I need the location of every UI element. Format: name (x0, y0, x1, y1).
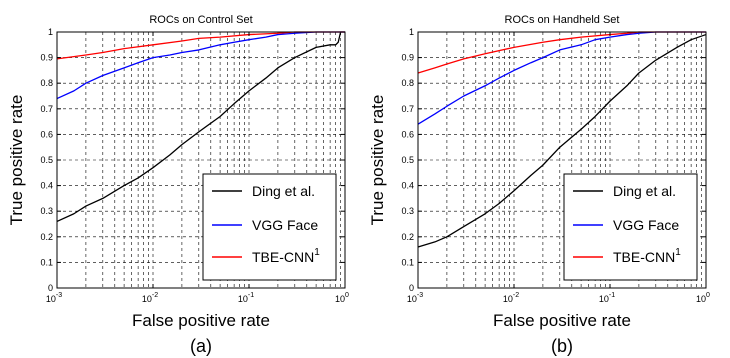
y-tick-label: 0.3 (40, 206, 53, 216)
y-tick-label: 0.7 (401, 104, 414, 114)
x-tick-label: 10-3 (46, 292, 62, 304)
x-tick-label: 10-2 (142, 292, 158, 304)
y-tick-label: 0.8 (401, 78, 414, 88)
chart-panel-1: 10-3 10-2 10-1 100 0 0.1 0.2 0.3 0.4 0.5 0.6 0.7 0.8… (7, 14, 349, 356)
x-tick-label: 10-2 (503, 292, 519, 304)
y-tick-label: 0 (48, 283, 53, 293)
legend-label: Ding et al. (613, 183, 676, 199)
series-line-1 (56, 31, 345, 223)
panel-caption: (a) (190, 336, 212, 356)
y-tick-label: 0.1 (401, 257, 414, 267)
x-axis-label: False positive rate (132, 311, 270, 330)
x-tick-label: 10-1 (238, 292, 254, 304)
legend-label: VGG Face (613, 217, 679, 233)
legend: Ding et al. VGG Face TBE-CNN1 (563, 173, 698, 281)
y-tick-label: 0.4 (40, 181, 53, 191)
y-tick-label: 0 (409, 283, 414, 293)
grid (57, 32, 345, 288)
panel-caption: (b) (551, 336, 573, 356)
series-line-1 (417, 33, 707, 248)
y-tick-label: 0.9 (40, 53, 53, 63)
y-tick-label: 0.2 (40, 232, 53, 242)
y-axis-label: True positive rate (368, 95, 387, 226)
series-line-3 (417, 31, 706, 74)
y-tick-label: 0.6 (401, 129, 414, 139)
legend: Ding et al. VGG Face TBE-CNN1 (202, 173, 337, 281)
y-axis-label: True positive rate (7, 95, 26, 226)
y-tick-label: 0.5 (40, 155, 53, 165)
y-tick-label: 0.3 (401, 206, 414, 216)
legend-label: VGG Face (252, 217, 318, 233)
y-tick-label: 0.6 (40, 129, 53, 139)
y-tick-label: 0.2 (401, 232, 414, 242)
y-tick-label: 0.1 (40, 257, 53, 267)
x-tick-label: 100 (335, 292, 349, 304)
y-tick-label: 0.4 (401, 181, 414, 191)
y-tick-label: 0.8 (40, 78, 53, 88)
x-axis-label: False positive rate (493, 311, 631, 330)
y-tick-label: 1 (409, 27, 414, 37)
y-tick-label: 0.7 (40, 104, 53, 114)
y-tick-label: 0.5 (401, 155, 414, 165)
series-line-2 (417, 31, 706, 125)
chart-title: ROCs on Handheld Set (505, 14, 620, 26)
grid (418, 32, 706, 288)
x-tick-label: 10-3 (407, 292, 423, 304)
y-tick-label: 1 (48, 27, 53, 37)
legend-label: TBE-CNN1 (613, 247, 681, 265)
legend-label: TBE-CNN1 (252, 247, 320, 265)
x-tick-label: 10-1 (599, 292, 615, 304)
y-tick-label: 0.9 (401, 53, 414, 63)
legend-label: Ding et al. (252, 183, 315, 199)
chart-title: ROCs on Control Set (149, 14, 252, 26)
x-tick-label: 100 (696, 292, 710, 304)
chart-panel-2: 10-3 10-2 10-1 100 0 0.1 0.2 0.3 0.4 0.5 0.6 0.7 0.8… (368, 14, 710, 356)
series-line-2 (56, 31, 345, 100)
